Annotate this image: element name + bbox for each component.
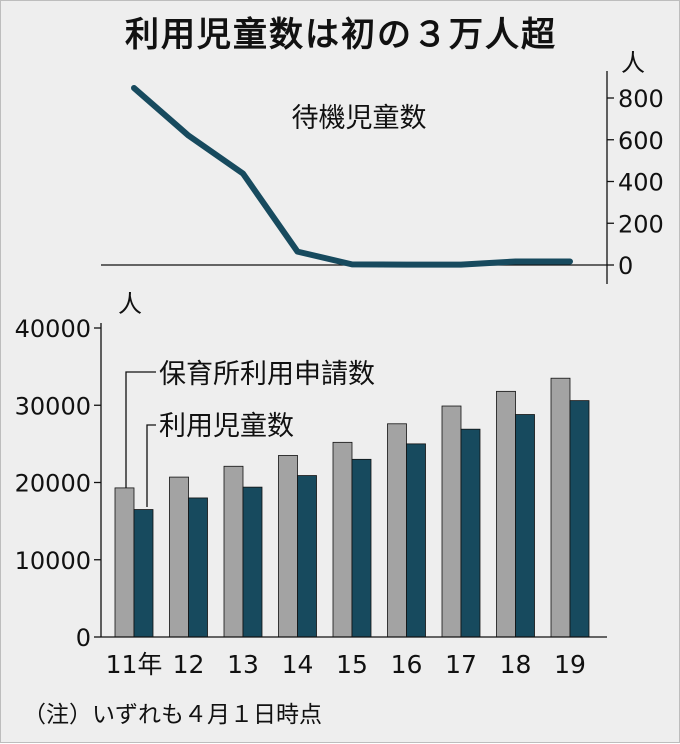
top-y-tick-label: 800 (618, 85, 664, 113)
x-tick-labels: 11年 12 13 14 15 16 17 18 19 (106, 650, 586, 679)
top-y-tick-label: 200 (618, 210, 664, 238)
x-tick-label: 16 (391, 650, 423, 679)
bar-users (242, 486, 263, 638)
legend-leader-applications (125, 371, 156, 488)
top-panel: 人 待機児童数 0 200 400 600 800 (101, 49, 664, 284)
line-point (242, 173, 244, 175)
top-y-tick-label: 600 (618, 127, 664, 155)
x-tick-label: 12 (173, 650, 205, 679)
top-y-ticks: 0 200 400 600 800 (607, 85, 664, 280)
bar-users (460, 428, 481, 638)
bottom-y-tick-label: 0 (76, 624, 91, 652)
x-tick-label: 17 (445, 650, 477, 679)
line-point (460, 264, 462, 266)
bar-users (297, 475, 317, 638)
chart-title: 利用児童数は初の３万人超 (125, 15, 557, 55)
line-point (133, 87, 135, 89)
bar-applications (278, 455, 298, 638)
line-point (515, 260, 516, 262)
legend-applications: 保育所利用申請数 (159, 359, 375, 390)
bar-applications (387, 423, 407, 638)
bar-applications (169, 476, 189, 638)
bar-users (133, 509, 154, 638)
bottom-y-tick-label: 40000 (15, 315, 91, 343)
bar-users (569, 400, 590, 638)
bottom-y-ticks: 0 10000 20000 30000 40000 (15, 315, 101, 652)
bar-applications (223, 465, 244, 638)
legend-users: 利用児童数 (159, 411, 294, 442)
bar-applications (114, 487, 135, 638)
bar-applications (496, 390, 516, 638)
x-tick-label: 18 (500, 650, 532, 679)
bottom-y-tick-label: 20000 (15, 470, 91, 498)
line-point (569, 260, 571, 262)
top-y-tick-label: 0 (618, 252, 633, 280)
bar-applications (441, 405, 462, 638)
top-y-tick-label: 400 (618, 169, 664, 197)
bar-applications (550, 377, 571, 638)
legend-leader-users (146, 424, 156, 507)
bar-users (351, 458, 372, 638)
x-tick-label: 13 (227, 650, 259, 679)
line-point (406, 264, 407, 266)
bar-users (406, 443, 426, 638)
line-points (133, 87, 571, 266)
top-unit-label: 人 (621, 49, 645, 77)
line-point (297, 251, 298, 253)
bar-users (515, 414, 535, 638)
footnote: （注）いずれも４月１日時点 (23, 702, 322, 728)
bottom-y-tick-label: 10000 (15, 547, 91, 575)
line-point (351, 263, 353, 265)
bottom-y-tick-label: 30000 (15, 392, 91, 420)
line-point (188, 135, 189, 137)
x-tick-label: 14 (282, 650, 314, 679)
x-tick-label: 15 (336, 650, 368, 679)
x-tick-label: 11年 (106, 650, 163, 679)
bars (114, 377, 590, 638)
x-tick-label: 19 (554, 650, 586, 679)
line-series-label: 待機児童数 (292, 103, 427, 134)
bar-applications (332, 441, 353, 638)
bottom-unit-label: 人 (118, 290, 142, 318)
bar-users (188, 497, 208, 638)
